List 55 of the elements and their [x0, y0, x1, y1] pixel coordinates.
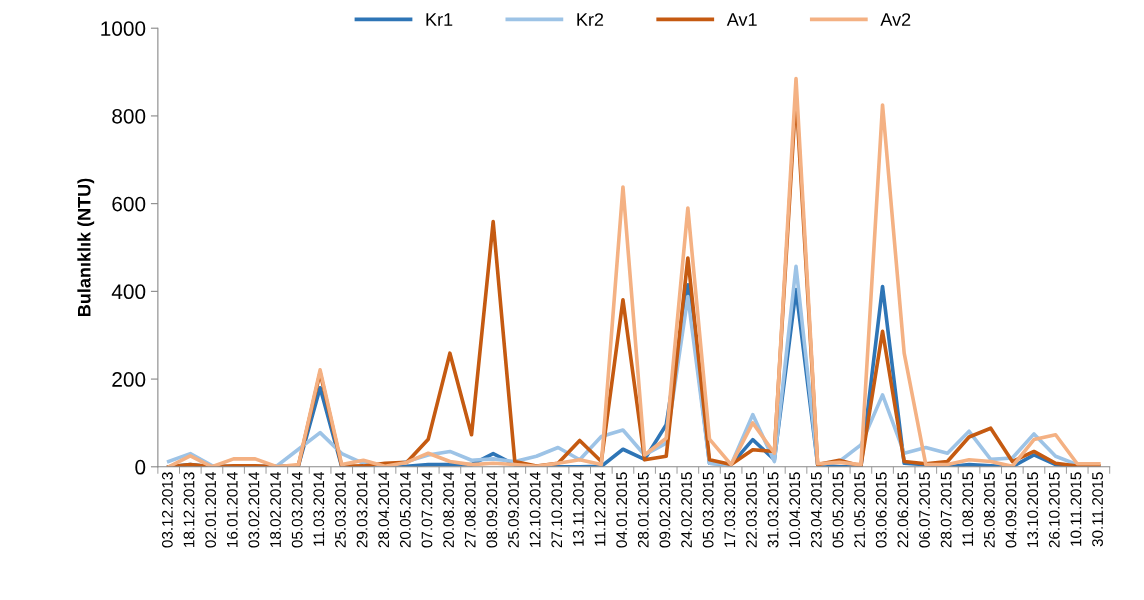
legend-label: Kr1 [426, 13, 453, 26]
x-tick-label: 16.01.2014 [226, 472, 238, 547]
x-tick-label: 12.10.2014 [529, 472, 541, 547]
x-tick-label: 13.10.2015 [1027, 472, 1039, 547]
legend-label: Av2 [880, 13, 911, 26]
x-tick-label: 25.03.2014 [335, 472, 346, 548]
x-tick-label: 28.07.2015 [940, 472, 952, 548]
x-tick-label: 27.08.2014 [464, 472, 476, 548]
x-tick-label: 10.11.2015 [1070, 472, 1082, 546]
x-tick-label: 20.08.2014 [443, 472, 455, 548]
x-tick-label: 25.08.2015 [983, 472, 995, 548]
x-tick-label: 03.02.2014 [248, 472, 260, 548]
x-tick-label: 28.01.2015 [637, 472, 649, 548]
x-tick-label: 04.01.2015 [616, 472, 628, 548]
x-tick-label: 02.01.2014 [205, 472, 217, 548]
x-tick-label: 18.12.2013 [183, 472, 195, 547]
x-tick-label: 07.07.2014 [421, 472, 433, 548]
y-tick-label: 800 [112, 108, 146, 124]
x-tick-label: 21.05.2015 [854, 472, 866, 548]
x-tick-label: 31.03.2015 [767, 472, 779, 548]
x-tick-label: 11.08.2015 [962, 472, 974, 546]
x-tick-label: 29.03.2014 [356, 472, 368, 548]
x-tick-label: 11.03.2014 [313, 472, 325, 546]
x-tick-label: 25.09.2014 [508, 472, 519, 548]
y-tick-label: 600 [112, 196, 146, 212]
x-tick-label: 05.03.2015 [702, 472, 714, 548]
x-tick-label: 27.10.2014 [551, 472, 563, 548]
x-tick-label: 06.07.2015 [919, 472, 930, 548]
y-tick-label: 400 [111, 284, 146, 300]
legend-label: Av1 [726, 13, 757, 26]
x-tick-label: 05.05.2015 [832, 472, 844, 548]
x-tick-label: 05.03.2014 [291, 472, 303, 548]
x-tick-label: 11.12.2014 [594, 472, 606, 546]
x-tick-label: 09.02.2015 [659, 472, 671, 548]
legend-label: Kr2 [577, 13, 604, 26]
x-tick-label: 30.11.2015 [1092, 472, 1103, 547]
y-tick-label: 0 [135, 459, 146, 475]
y-tick-label: 1000 [101, 21, 146, 36]
x-tick-label: 28.04.2014 [378, 472, 390, 548]
x-tick-label: 22.03.2015 [746, 472, 757, 548]
y-tick-label: 200 [112, 372, 146, 387]
x-tick-label: 22.06.2015 [897, 472, 909, 548]
x-tick-label: 04.09.2015 [1005, 472, 1017, 548]
x-tick-label: 13.11.2014 [572, 472, 584, 546]
x-tick-label: 03.06.2015 [875, 472, 887, 548]
y-axis-title: Bulanıklık (NTU) [77, 178, 95, 317]
x-tick-label: 10.04.2015 [789, 472, 801, 547]
x-tick-label: 17.03.2015 [724, 472, 736, 547]
x-tick-label: 23.04.2015 [810, 472, 822, 548]
x-tick-label: 08.09.2014 [486, 472, 498, 548]
x-tick-label: 20.05.2014 [399, 472, 411, 548]
x-tick-label: 24.02.2015 [681, 472, 692, 548]
x-tick-label: 26.10.2015 [1048, 472, 1060, 548]
x-tick-label: 03.12.2013 [161, 472, 173, 548]
x-tick-label: 18.02.2014 [270, 472, 281, 547]
